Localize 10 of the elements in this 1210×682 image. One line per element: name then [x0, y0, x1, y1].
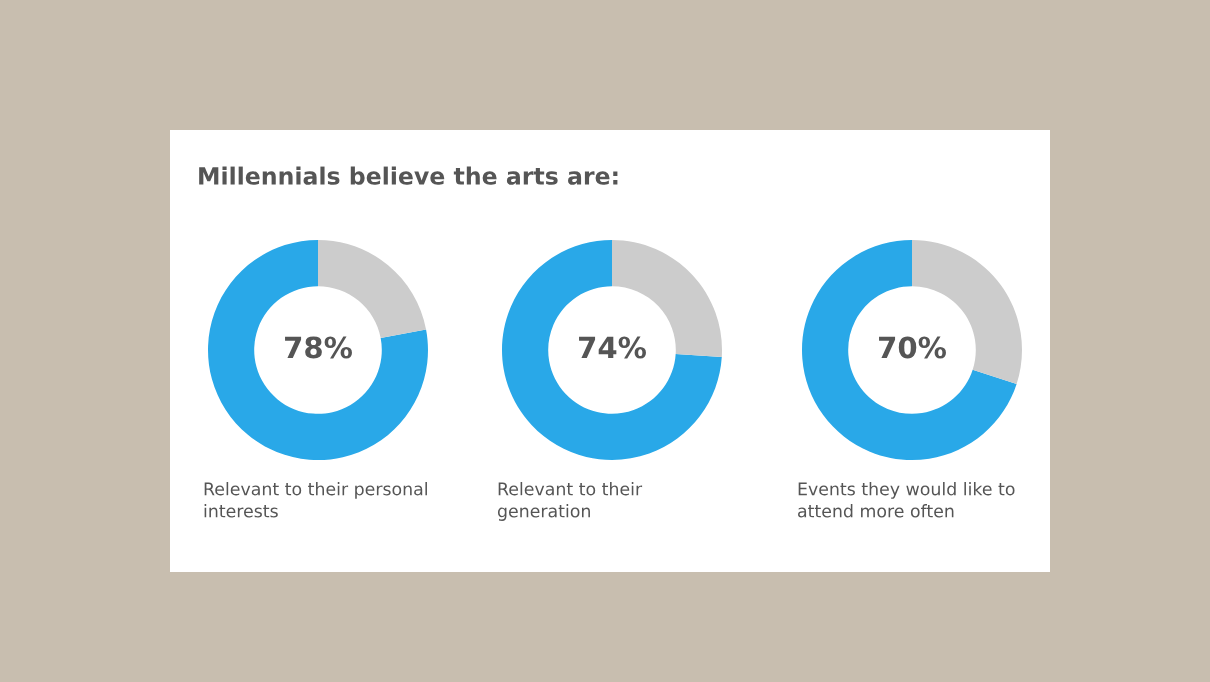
text: 74%	[579, 336, 646, 359]
text: Relevant to their generation	[497, 482, 643, 521]
donut-slice	[502, 240, 722, 460]
text: Relevant to their personal interests	[204, 482, 427, 518]
text: 70%	[879, 336, 946, 359]
chart-title: Millennials believe the arts are:	[199, 166, 618, 185]
donut-slice	[802, 240, 1017, 460]
donut-slice	[208, 240, 428, 460]
text: 78%	[285, 336, 352, 359]
text: Events they would like to attend more often	[798, 482, 1015, 518]
